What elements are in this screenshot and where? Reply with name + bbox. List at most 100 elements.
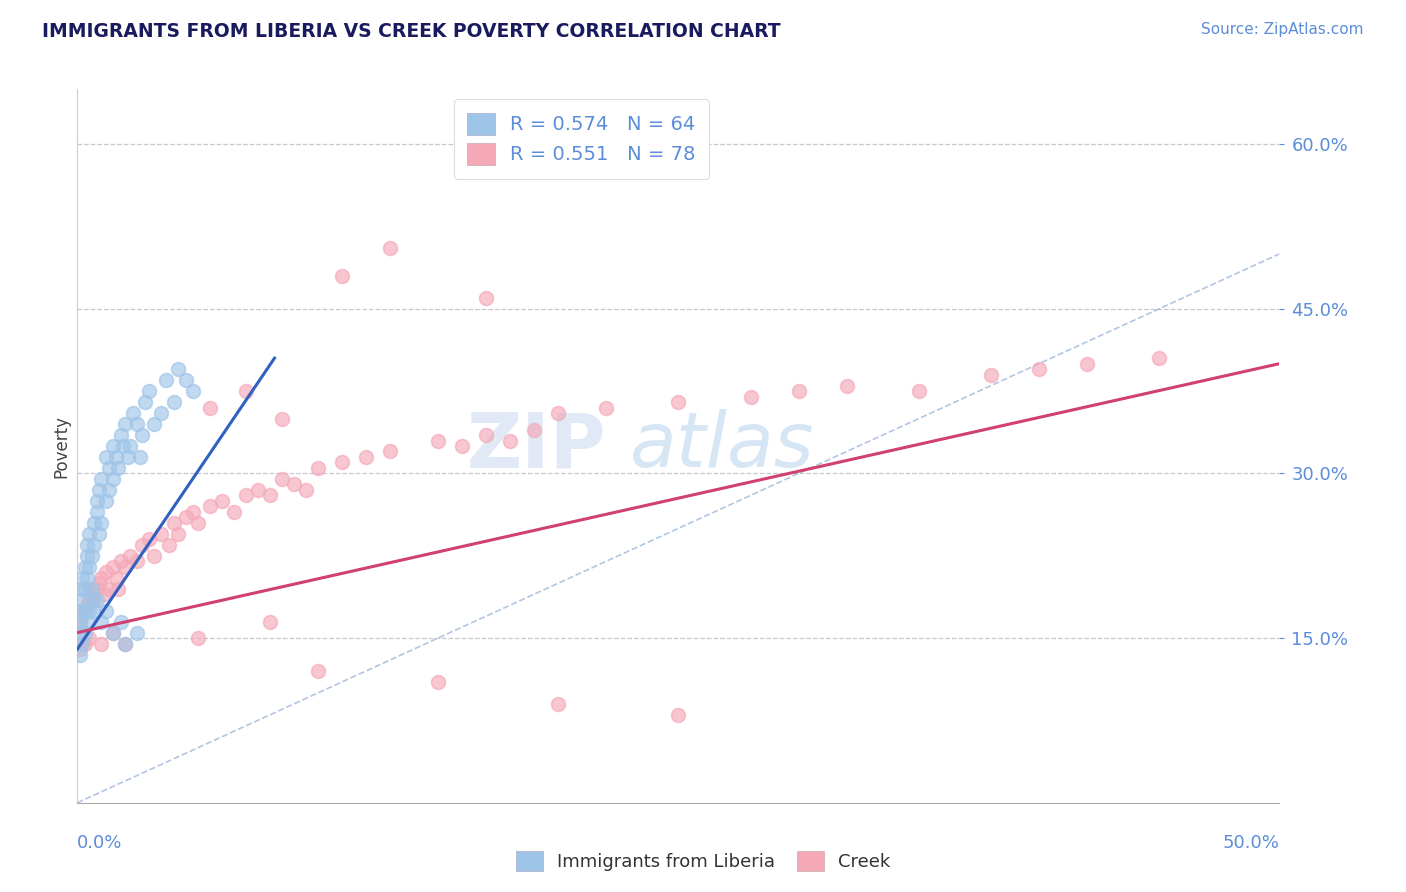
- Point: [76, 615, 98, 629]
- Point: [259, 488, 281, 502]
- Point: [134, 395, 156, 409]
- Point: [120, 549, 142, 563]
- Point: [87, 526, 110, 541]
- Point: [143, 417, 166, 431]
- Point: [246, 483, 269, 497]
- Point: [110, 428, 132, 442]
- Point: [186, 516, 209, 530]
- Y-axis label: Poverty: Poverty: [52, 415, 70, 477]
- Point: [76, 598, 98, 612]
- Point: [181, 505, 204, 519]
- Point: [83, 592, 105, 607]
- Point: [138, 384, 160, 398]
- Point: [70, 592, 93, 607]
- Point: [835, 378, 858, 392]
- Point: [787, 384, 810, 398]
- Point: [79, 582, 101, 596]
- Point: [70, 582, 93, 596]
- Point: [127, 625, 149, 640]
- Text: 50.0%: 50.0%: [1223, 833, 1279, 852]
- Point: [740, 390, 762, 404]
- Point: [330, 268, 353, 283]
- Point: [111, 439, 134, 453]
- Point: [354, 450, 377, 464]
- Point: [198, 401, 221, 415]
- Point: [162, 395, 184, 409]
- Point: [127, 417, 149, 431]
- Point: [73, 604, 96, 618]
- Point: [73, 559, 96, 574]
- Point: [80, 582, 103, 596]
- Point: [76, 538, 98, 552]
- Point: [73, 604, 96, 618]
- Point: [167, 526, 190, 541]
- Point: [76, 571, 98, 585]
- Point: [86, 582, 108, 596]
- Point: [307, 664, 329, 678]
- Point: [79, 604, 101, 618]
- Point: [120, 439, 142, 453]
- Point: [104, 571, 127, 585]
- Point: [131, 538, 153, 552]
- Point: [128, 450, 150, 464]
- Point: [547, 697, 569, 711]
- Point: [73, 637, 96, 651]
- Point: [294, 483, 316, 497]
- Point: [110, 615, 132, 629]
- Point: [79, 631, 101, 645]
- Point: [980, 368, 1002, 382]
- Point: [427, 675, 450, 690]
- Point: [96, 494, 118, 508]
- Text: Source: ZipAtlas.com: Source: ZipAtlas.com: [1201, 22, 1364, 37]
- Point: [181, 384, 204, 398]
- Text: ZIP: ZIP: [467, 409, 606, 483]
- Point: [121, 406, 143, 420]
- Point: [110, 554, 132, 568]
- Point: [73, 582, 96, 596]
- Point: [103, 439, 125, 453]
- Point: [103, 625, 125, 640]
- Point: [186, 631, 209, 645]
- Point: [270, 411, 292, 425]
- Point: [222, 505, 245, 519]
- Point: [157, 538, 180, 552]
- Point: [79, 559, 101, 574]
- Point: [595, 401, 617, 415]
- Point: [70, 571, 93, 585]
- Point: [80, 592, 103, 607]
- Point: [155, 373, 177, 387]
- Point: [107, 582, 129, 596]
- Point: [138, 533, 160, 547]
- Point: [547, 406, 569, 420]
- Point: [150, 406, 173, 420]
- Point: [378, 444, 401, 458]
- Point: [90, 637, 112, 651]
- Point: [79, 592, 101, 607]
- Point: [97, 582, 120, 596]
- Point: [107, 461, 129, 475]
- Point: [114, 559, 136, 574]
- Point: [283, 477, 305, 491]
- Point: [378, 241, 401, 255]
- Point: [668, 708, 690, 723]
- Point: [1028, 362, 1050, 376]
- Point: [97, 461, 120, 475]
- Point: [93, 587, 115, 601]
- Point: [143, 549, 166, 563]
- Point: [114, 637, 136, 651]
- Point: [668, 395, 690, 409]
- Point: [96, 566, 118, 580]
- Point: [83, 516, 105, 530]
- Point: [86, 494, 108, 508]
- Point: [174, 373, 197, 387]
- Point: [131, 428, 153, 442]
- Point: [83, 604, 105, 618]
- Point: [69, 604, 91, 618]
- Point: [73, 625, 96, 640]
- Point: [103, 472, 125, 486]
- Point: [69, 620, 91, 634]
- Point: [162, 516, 184, 530]
- Point: [80, 587, 103, 601]
- Legend: R = 0.574   N = 64, R = 0.551   N = 78: R = 0.574 N = 64, R = 0.551 N = 78: [454, 99, 709, 178]
- Point: [114, 417, 136, 431]
